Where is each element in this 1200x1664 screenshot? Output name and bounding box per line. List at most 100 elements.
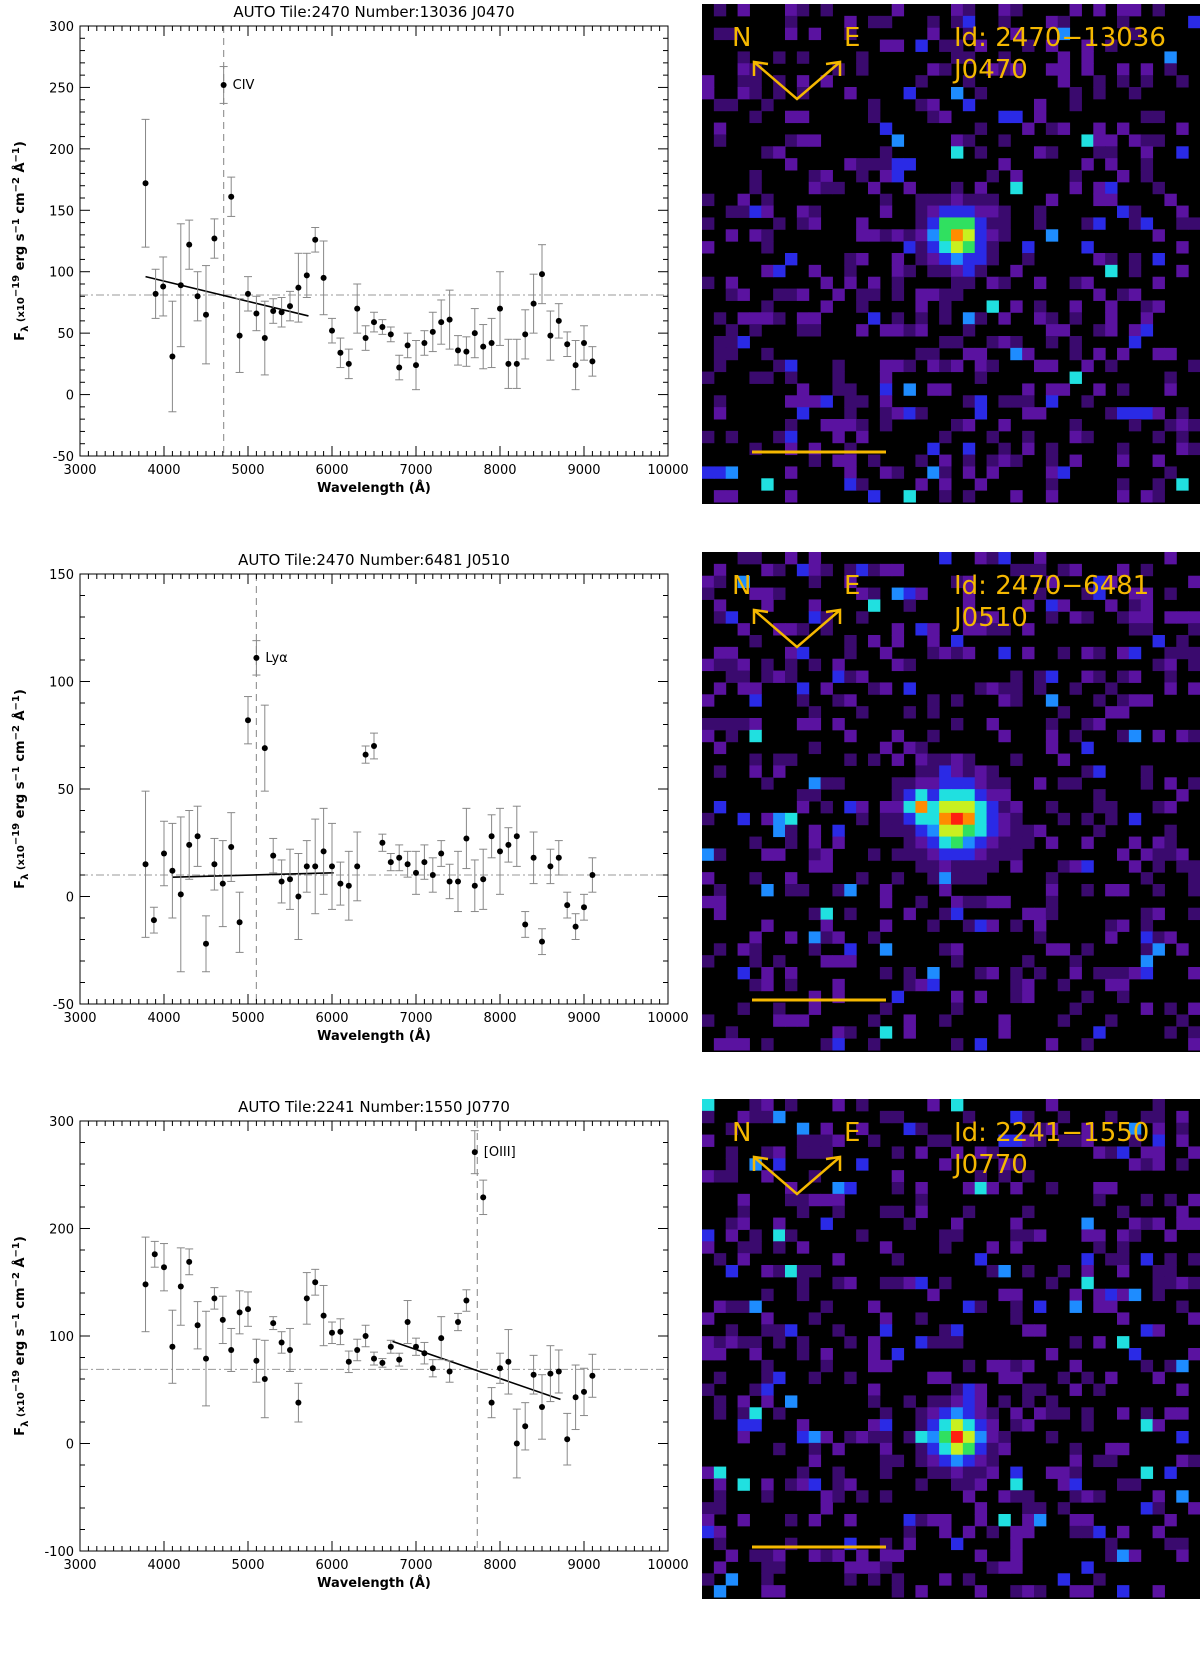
pixel [962, 193, 976, 207]
pixel [808, 907, 822, 921]
pixel [1093, 1288, 1106, 1302]
pixel [713, 336, 727, 349]
pixel [785, 371, 798, 384]
pixel [785, 27, 798, 41]
pixel [1128, 1158, 1142, 1171]
pixel [1128, 1229, 1142, 1242]
pixel [1081, 990, 1094, 1004]
data-point-23 [336, 1318, 345, 1346]
pixel [761, 670, 774, 683]
y-axis-title-part: cm [13, 740, 28, 766]
pixel [1010, 110, 1023, 124]
data-marker [539, 938, 545, 945]
pixel [1164, 1466, 1177, 1479]
pixel [702, 1525, 715, 1539]
pixel [1105, 1442, 1118, 1456]
pixel [749, 1099, 762, 1112]
data-point-20 [311, 1268, 320, 1296]
pixel [1105, 324, 1118, 337]
pixel [939, 359, 952, 373]
y-axis-title-part: ) [13, 141, 28, 147]
pixel [1057, 1478, 1071, 1491]
pixel [951, 15, 964, 29]
pixel [1022, 1383, 1035, 1396]
pixel [962, 789, 976, 802]
pixel [1117, 347, 1130, 361]
pixel [1045, 1182, 1059, 1195]
pixel [903, 1122, 916, 1136]
pixel [891, 466, 905, 479]
pixel [986, 623, 999, 636]
y-tick-label: 300 [49, 1115, 74, 1130]
data-point-26 [361, 1324, 370, 1348]
pixel [749, 1407, 762, 1420]
data-marker [581, 904, 587, 911]
pixel [939, 848, 952, 861]
pixel [986, 1466, 999, 1479]
pixel [939, 824, 952, 838]
pixel [998, 1561, 1011, 1574]
filter-label: J0510 [952, 603, 1028, 633]
pixel [796, 1122, 810, 1136]
pixel [725, 1336, 739, 1349]
pixel [939, 336, 952, 349]
pixel [761, 300, 774, 313]
pixel [1010, 753, 1023, 766]
pixel [1152, 347, 1165, 361]
pixel [1164, 1276, 1177, 1290]
pixel [713, 98, 727, 112]
pixel [1045, 1038, 1059, 1051]
pixel [1140, 563, 1154, 577]
pixel [773, 955, 786, 968]
pixel [737, 1395, 750, 1408]
pixel [891, 789, 905, 802]
pixel [1093, 1229, 1106, 1242]
pixel [1081, 812, 1094, 826]
pixel [927, 205, 940, 218]
pixel [974, 371, 988, 384]
pixel [773, 288, 786, 301]
pixel [702, 1241, 715, 1254]
pixel [891, 4, 905, 17]
pixel [1128, 1122, 1142, 1136]
pixel [844, 276, 857, 290]
data-point-19 [302, 840, 311, 893]
pixel [891, 288, 905, 301]
pixel [1152, 490, 1165, 503]
data-marker [463, 348, 470, 355]
pixel [962, 27, 976, 41]
pixel [1128, 1288, 1142, 1302]
pixel [903, 824, 916, 838]
pixel [879, 1407, 893, 1420]
pixel [868, 1383, 881, 1396]
y-tick-label: 200 [49, 1223, 74, 1238]
pixel [1140, 955, 1154, 968]
data-point-30 [395, 844, 404, 872]
pixel [1188, 860, 1200, 873]
pixel [725, 336, 739, 349]
pixel [915, 1312, 928, 1325]
pixel [915, 812, 928, 826]
data-marker [505, 360, 512, 367]
pixel [1188, 1002, 1200, 1015]
plot-frame [79, 573, 669, 1005]
data-marker [169, 353, 176, 360]
pixel [951, 1419, 964, 1432]
pixel [1057, 978, 1071, 992]
pixel [1117, 848, 1130, 861]
pixel [1128, 836, 1142, 849]
pixel [951, 635, 964, 648]
pixel [962, 395, 976, 408]
pixel [998, 134, 1011, 147]
pixel [879, 1490, 893, 1503]
pixel [1117, 454, 1130, 467]
pixel [832, 1038, 845, 1051]
pixel [951, 1407, 964, 1420]
pixel [1093, 122, 1106, 135]
data-marker [211, 235, 218, 242]
pixel [844, 419, 857, 432]
data-point-44 [512, 338, 521, 389]
pixel [844, 1514, 857, 1527]
pixel [915, 623, 928, 636]
pixel [1093, 824, 1106, 838]
